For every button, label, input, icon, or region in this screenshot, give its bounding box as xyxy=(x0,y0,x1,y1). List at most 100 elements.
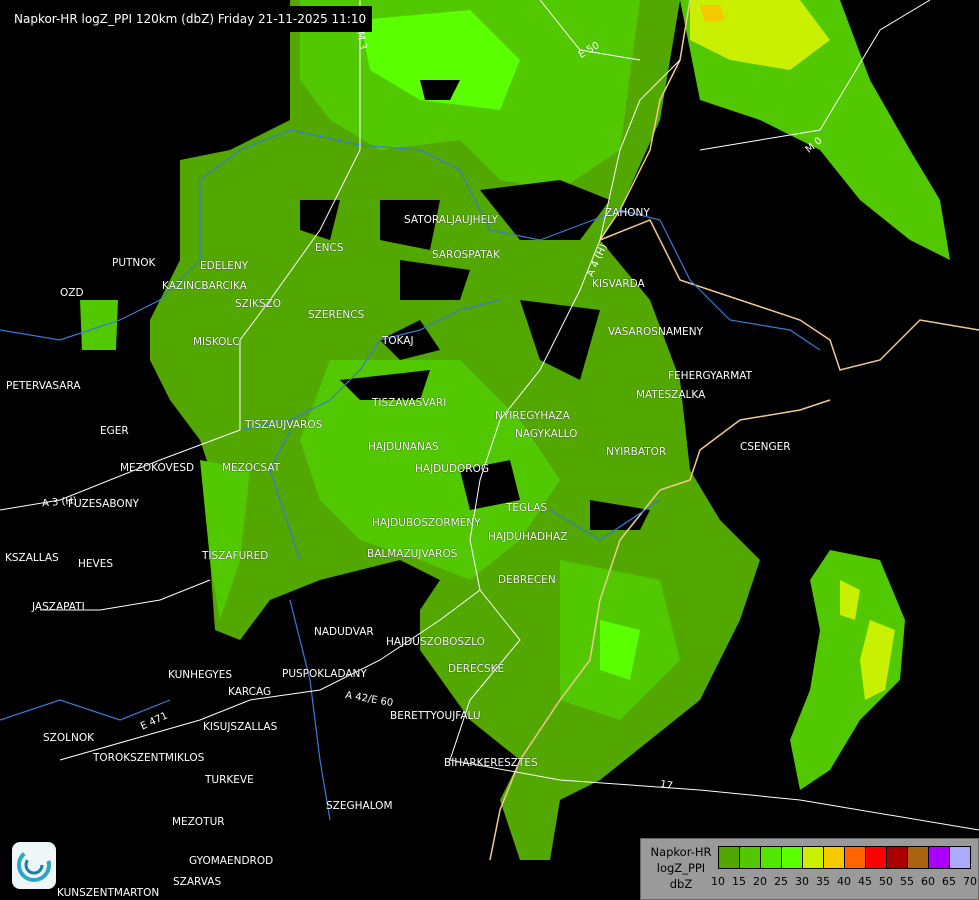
city-label: SZIKSZO xyxy=(235,298,281,310)
city-label: TISZAVASVARI xyxy=(372,397,447,409)
legend-tick: 50 xyxy=(879,875,893,888)
legend-tick: 15 xyxy=(732,875,746,888)
legend-ticks: 10 15 20 25 30 35 40 45 50 55 60 65 70 xyxy=(708,875,978,895)
radar-echo-southeast xyxy=(790,550,905,790)
radar-gaps xyxy=(300,80,650,530)
city-label: KSZALLAS xyxy=(5,552,59,564)
city-label: HAJDUHADHAZ xyxy=(488,531,568,543)
city-label: TISZAFURED xyxy=(202,550,269,562)
city-label: ZAHONY xyxy=(605,207,650,219)
city-label: KISVARDA xyxy=(592,278,645,290)
city-label: NADUDVAR xyxy=(314,626,374,638)
city-label: BERETTYOUJFALU xyxy=(390,710,481,722)
city-label: VASAROSNAMENY xyxy=(608,326,703,338)
radar-title: Napkor-HR logZ_PPI 120km (dbZ) Friday 21… xyxy=(8,6,373,32)
city-label: ENCS xyxy=(315,242,344,254)
city-label: TISZAUJVAROS xyxy=(245,419,323,431)
city-label: PETERVASARA xyxy=(6,380,81,392)
city-label: SZARVAS xyxy=(173,876,222,888)
city-label: SZOLNOK xyxy=(43,732,94,744)
city-label: KAZINCBARCIKA xyxy=(162,280,247,292)
legend-tick: 65 xyxy=(942,875,956,888)
city-label: FUZESABONY xyxy=(68,498,139,510)
city-label: SZEGHALOM xyxy=(326,800,393,812)
legend-tick: 60 xyxy=(921,875,935,888)
city-label: SATORALJAUJHELY xyxy=(404,214,499,226)
color-legend: Napkor-HR logZ_PPI dbZ 10 15 20 25 30 35 40 45 5… xyxy=(640,838,979,900)
city-label: KUNHEGYES xyxy=(168,669,232,681)
city-label: NAGYKALLO xyxy=(515,428,578,440)
legend-tick: 55 xyxy=(900,875,914,888)
legend-tick: 45 xyxy=(858,875,872,888)
legend-line-1: Napkor-HR xyxy=(650,845,712,859)
legend-swatch xyxy=(782,847,803,868)
city-label: PUSPOKLADANY xyxy=(282,668,367,680)
radar-echo-northeast-peak xyxy=(700,5,725,22)
city-label: KUNSZENTMARTON xyxy=(57,887,160,899)
city-label: KISUJSZALLAS xyxy=(203,721,278,733)
city-label: TOKAJ xyxy=(382,335,414,347)
napkor-logo xyxy=(12,842,56,889)
legend-tick: 20 xyxy=(753,875,767,888)
city-label: FEHERGYARMAT xyxy=(668,370,753,382)
city-label: JASZAPATI xyxy=(32,601,85,613)
city-label: MEZOKOVESD xyxy=(120,462,195,474)
city-label: MISKOLC xyxy=(193,336,240,348)
road-lines xyxy=(0,0,979,831)
city-label: HAJDUNANAS xyxy=(368,441,439,453)
legend-swatch xyxy=(908,847,929,868)
city-label: SZERENCS xyxy=(308,309,365,321)
swirl-logo-icon xyxy=(17,848,51,882)
city-label: TOROKSZENTMIKLOS xyxy=(93,752,205,764)
city-label: BIHARKERESZTES xyxy=(444,757,538,769)
radar-echo-southeast-core xyxy=(840,580,895,700)
legend-tick: 25 xyxy=(774,875,788,888)
radar-echo-bright xyxy=(360,10,640,680)
legend-tick: 70 xyxy=(963,875,977,888)
river-lines xyxy=(0,129,821,821)
city-label: TEGLAS xyxy=(506,502,548,514)
radar-echo-west xyxy=(80,300,118,350)
radar-echo-northeast xyxy=(680,0,950,260)
legend-swatch xyxy=(845,847,866,868)
city-label: GYOMAENDROD xyxy=(189,855,274,867)
country-border xyxy=(489,0,979,861)
city-label: NYIREGYHAZA xyxy=(495,410,570,422)
city-label: HEVES xyxy=(78,558,114,570)
city-label: EGER xyxy=(100,425,129,437)
legend-swatch xyxy=(740,847,761,868)
radar-echo-northeast-core xyxy=(690,0,830,70)
legend-swatch xyxy=(929,847,950,868)
legend-swatch xyxy=(950,847,970,868)
city-label: PUTNOK xyxy=(112,257,156,269)
legend-swatches xyxy=(718,846,971,869)
city-label: HAJDUBOSZORMENY xyxy=(372,517,481,529)
city-label: TURKEVE xyxy=(205,774,254,786)
legend-line-3: dbZ xyxy=(669,877,693,891)
city-label: CSENGER xyxy=(740,441,791,453)
road-label: 17 xyxy=(659,778,674,793)
city-label: HAJDUDOROG xyxy=(415,463,489,475)
legend-swatch xyxy=(761,847,782,868)
legend-tick: 10 xyxy=(711,875,725,888)
city-label: BALMAZUJVAROS xyxy=(367,548,458,560)
legend-swatch xyxy=(866,847,887,868)
legend-line-2: logZ_PPI xyxy=(656,861,706,875)
legend-tick: 40 xyxy=(837,875,851,888)
legend-tick: 35 xyxy=(816,875,830,888)
city-label: SAROSPATAK xyxy=(432,249,500,261)
legend-swatch xyxy=(887,847,908,868)
city-label: MATESZALKA xyxy=(636,389,706,401)
city-label: OZD xyxy=(60,287,84,299)
city-label: MEZOCSAT xyxy=(222,462,281,474)
city-label: DEBRECEN xyxy=(498,574,556,586)
city-label: EDELENY xyxy=(200,260,249,272)
city-label: NYIRBATOR xyxy=(606,446,667,458)
city-label: KARCAG xyxy=(228,686,272,698)
city-label: DERECSKE xyxy=(448,663,505,675)
city-label: MEZOTUR xyxy=(172,816,225,828)
legend-swatch xyxy=(719,847,740,868)
legend-swatch xyxy=(803,847,824,868)
